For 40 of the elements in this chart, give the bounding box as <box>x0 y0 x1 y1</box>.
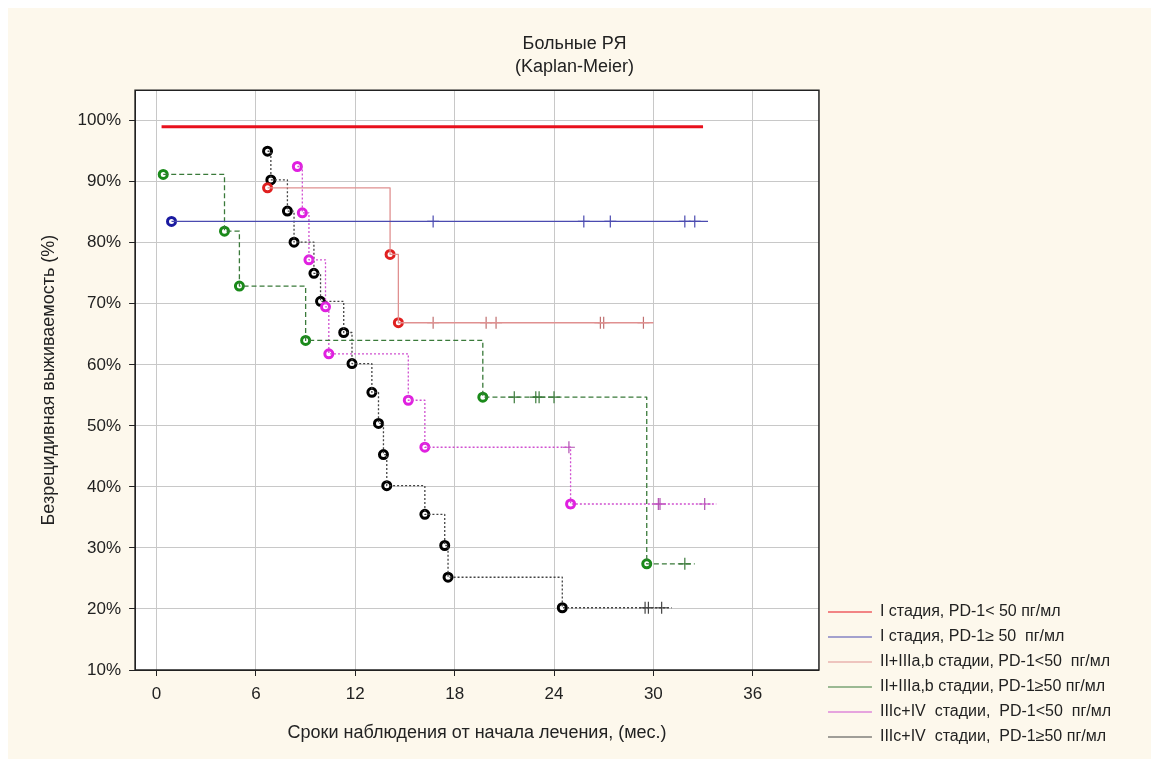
point <box>556 602 568 614</box>
point <box>262 145 274 157</box>
point <box>698 497 712 511</box>
legend-label: II+IIIa,b стадии, PD-1≥50 пг/мл <box>879 677 1106 695</box>
x-tick-label: 12 <box>345 683 365 703</box>
point <box>562 440 576 454</box>
y-tick-label: 60% <box>87 354 122 374</box>
legend-label: IIIc+IV стадии, PD-1<50 пг/мл <box>879 702 1111 720</box>
point <box>166 215 178 227</box>
chart-title: Больные РЯ <box>522 32 627 53</box>
x-tick-label: 30 <box>643 683 663 703</box>
point <box>157 168 169 180</box>
x-tick-label: 36 <box>743 683 763 703</box>
point <box>291 160 303 172</box>
y-tick-label: 100% <box>77 110 122 130</box>
y-tick-label: 50% <box>87 415 122 435</box>
y-tick-label: 10% <box>87 659 122 679</box>
point <box>381 480 393 492</box>
y-tick-label: 80% <box>87 232 122 252</box>
y-axis-title: Безрецидивная выживаемость (%) <box>37 234 58 526</box>
point <box>377 449 389 461</box>
y-tick-label: 30% <box>87 537 122 557</box>
x-axis-title: Сроки наблюдения от начала лечения, (мес.) <box>287 722 667 743</box>
legend-label: I стадия, PD-1≥ 50 пг/мл <box>879 627 1065 645</box>
legend-label: II+IIIa,b стадии, PD-1<50 пг/мл <box>879 652 1111 670</box>
y-tick-label: 90% <box>87 171 122 191</box>
x-tick-label: 24 <box>544 683 564 703</box>
point <box>655 601 669 615</box>
y-tick-label: 20% <box>87 598 122 618</box>
point <box>372 417 384 429</box>
x-tick-label: 18 <box>445 683 465 703</box>
legend-label: I стадия, PD-1< 50 пг/мл <box>879 602 1061 620</box>
x-tick-label: 0 <box>151 683 162 703</box>
chart-subtitle: (Kaplan-Meier) <box>514 56 635 77</box>
point <box>338 327 350 338</box>
point <box>402 394 414 406</box>
legend-label: IIIc+IV стадии, PD-1≥50 пг/мл <box>879 727 1106 745</box>
y-tick-label: 70% <box>87 293 122 313</box>
y-tick-label: 40% <box>87 476 122 496</box>
x-tick-label: 6 <box>251 683 261 703</box>
